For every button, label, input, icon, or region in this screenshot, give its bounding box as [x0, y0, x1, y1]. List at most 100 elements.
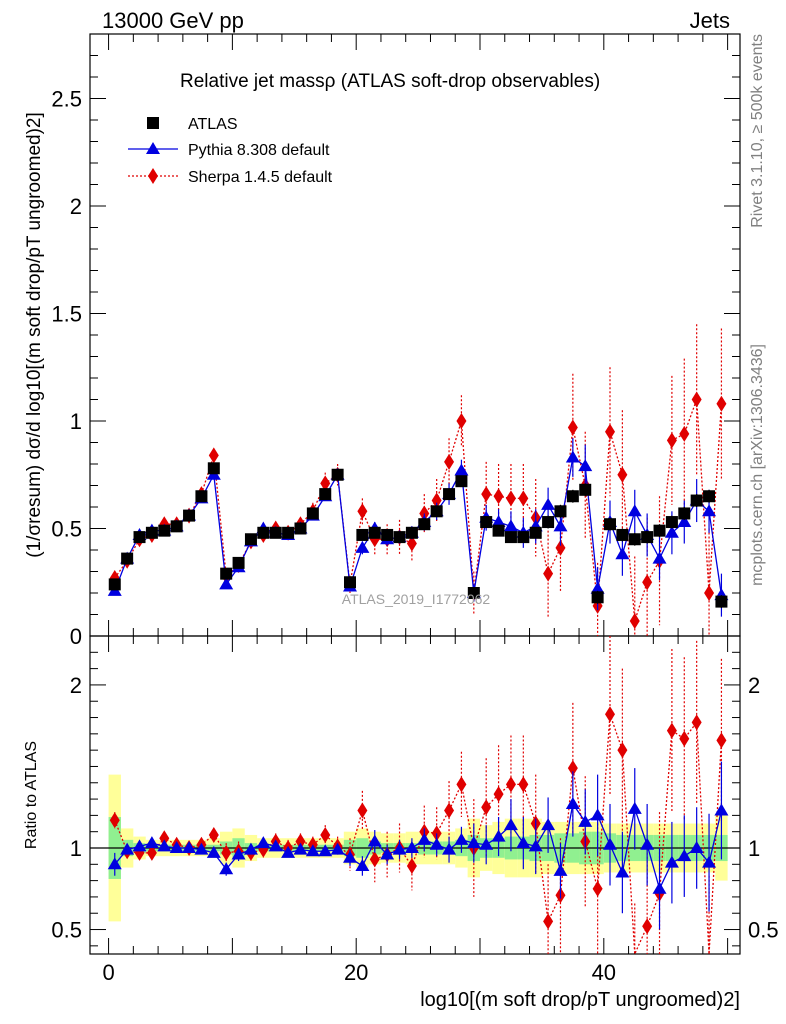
ratio-point-pythia	[343, 850, 357, 863]
category-label: Jets	[690, 8, 730, 33]
main-series-layer	[107, 324, 729, 636]
main-point-pythia	[702, 504, 717, 517]
main-point-atlas	[616, 528, 629, 541]
main-ytick-label: 2.5	[51, 87, 82, 112]
ratio-point-sherpa	[567, 760, 578, 777]
main-point-sherpa	[444, 453, 455, 470]
energy-label: 13000 GeV pp	[102, 8, 244, 33]
ratio-point-pythia	[404, 841, 419, 853]
main-point-atlas	[455, 475, 468, 488]
ratio-panel-frame	[89, 635, 741, 955]
main-point-sherpa	[716, 395, 727, 412]
main-ytick-label: 1.5	[51, 302, 82, 327]
ratio-point-pythia	[541, 818, 556, 831]
ratio-point-pythia	[182, 841, 197, 853]
ratio-series-layer	[107, 636, 729, 955]
ratio-point-pythia	[466, 836, 481, 849]
main-point-atlas	[641, 531, 654, 544]
main-point-atlas	[269, 526, 282, 539]
ratio-point-sherpa	[605, 706, 615, 723]
ratio-panel	[89, 635, 741, 955]
ratio-point-sherpa	[406, 857, 417, 874]
legend: ATLAS Pythia 8.308 default Sherpa 1.4.5 …	[128, 116, 333, 186]
main-point-sherpa	[406, 535, 417, 552]
ratio-point-pythia	[231, 847, 246, 860]
ratio-point-pythia	[132, 839, 147, 852]
rivet-label: Rivet 3.1.10, ≥ 500k events	[749, 34, 766, 228]
ratio-point-pythia	[157, 839, 172, 852]
ratio-point-sherpa	[444, 802, 455, 819]
main-ytick-label: 0.5	[51, 517, 82, 542]
main-ylabel: (1/σresum) dσ/d log10[(m soft drop/pT un…	[24, 112, 45, 558]
main-point-sherpa	[679, 425, 690, 442]
ratio-point-pythia	[640, 837, 655, 850]
ratio-point-pythia	[194, 842, 209, 855]
main-point-pythia	[503, 519, 518, 532]
main-point-atlas	[604, 518, 616, 531]
ratio-point-pythia	[702, 855, 717, 868]
legend-label-atlas: ATLAS	[188, 116, 238, 133]
main-point-sherpa	[208, 447, 219, 464]
main-point-pythia	[615, 547, 630, 560]
main-point-atlas	[665, 516, 678, 529]
main-ytick-label: 0	[70, 624, 82, 649]
ratio-ytick-label: 2	[70, 673, 82, 698]
ratio-point-pythia	[219, 862, 234, 875]
main-point-pythia	[219, 577, 234, 590]
main-point-atlas	[158, 524, 171, 537]
main-point-atlas	[356, 528, 369, 541]
ratio-point-pythia	[281, 845, 296, 858]
main-point-sherpa	[357, 503, 368, 520]
ratio-point-pythia	[479, 837, 494, 850]
main-point-pythia	[454, 463, 469, 476]
ratio-point-sherpa	[691, 714, 702, 731]
ratio-point-pythia	[516, 836, 531, 849]
main-point-atlas	[183, 509, 196, 522]
ratio-point-pythia	[206, 845, 221, 858]
main-point-atlas	[542, 516, 555, 529]
ratio-point-sherpa	[159, 830, 170, 847]
main-point-atlas	[405, 526, 418, 539]
ratio-point-pythia	[120, 842, 135, 855]
ratio-ytick-label-right: 0.5	[748, 918, 779, 943]
ratio-ytick-label: 1	[70, 836, 82, 861]
ratio-point-pythia	[664, 855, 679, 868]
main-point-atlas	[368, 526, 381, 539]
main-point-pythia	[355, 540, 370, 553]
main-point-atlas	[418, 518, 431, 531]
ratio-point-sherpa	[505, 776, 516, 793]
ratio-point-sherpa	[208, 826, 219, 843]
main-point-pythia	[578, 459, 593, 472]
ratio-point-sherpa	[481, 799, 492, 816]
main-point-sherpa	[629, 612, 640, 629]
ratio-point-sherpa	[592, 880, 603, 897]
legend-label-sherpa: Sherpa 1.4.5 default	[188, 169, 333, 186]
legend-marker-sherpa	[148, 168, 158, 184]
ratio-xtick-label: 40	[592, 960, 616, 985]
ratio-point-pythia	[330, 842, 345, 855]
main-point-atlas	[467, 587, 480, 599]
ratio-point-sherpa	[221, 844, 232, 861]
ratio-point-sherpa	[369, 851, 380, 868]
main-point-atlas	[207, 462, 220, 475]
main-point-atlas	[121, 552, 134, 565]
ratio-point-pythia	[503, 818, 518, 831]
ratio-ytick-label: 0.5	[51, 918, 82, 943]
legend-marker-pythia	[146, 142, 160, 154]
ratio-xtick-label: 20	[344, 960, 368, 985]
mcplots-label: mcplots.cern.ch [arXiv:1306.3436]	[749, 344, 766, 586]
ratio-point-pythia	[107, 857, 122, 870]
ratio-point-pythia	[417, 832, 432, 845]
ratio-point-pythia	[714, 803, 729, 816]
main-point-atlas	[244, 533, 257, 546]
main-point-atlas	[492, 524, 505, 537]
ratio-point-pythia	[578, 814, 593, 827]
main-point-atlas	[331, 468, 344, 481]
main-point-atlas	[306, 507, 319, 520]
main-point-sherpa	[555, 539, 566, 556]
main-point-sherpa	[543, 565, 554, 582]
ratio-point-pythia	[367, 834, 382, 847]
ratio-axis-ticks: 0 20 40 0.5 0.5 1 1 2 2	[51, 636, 779, 985]
main-point-pythia	[590, 581, 605, 594]
ratio-point-pythia	[429, 837, 444, 850]
